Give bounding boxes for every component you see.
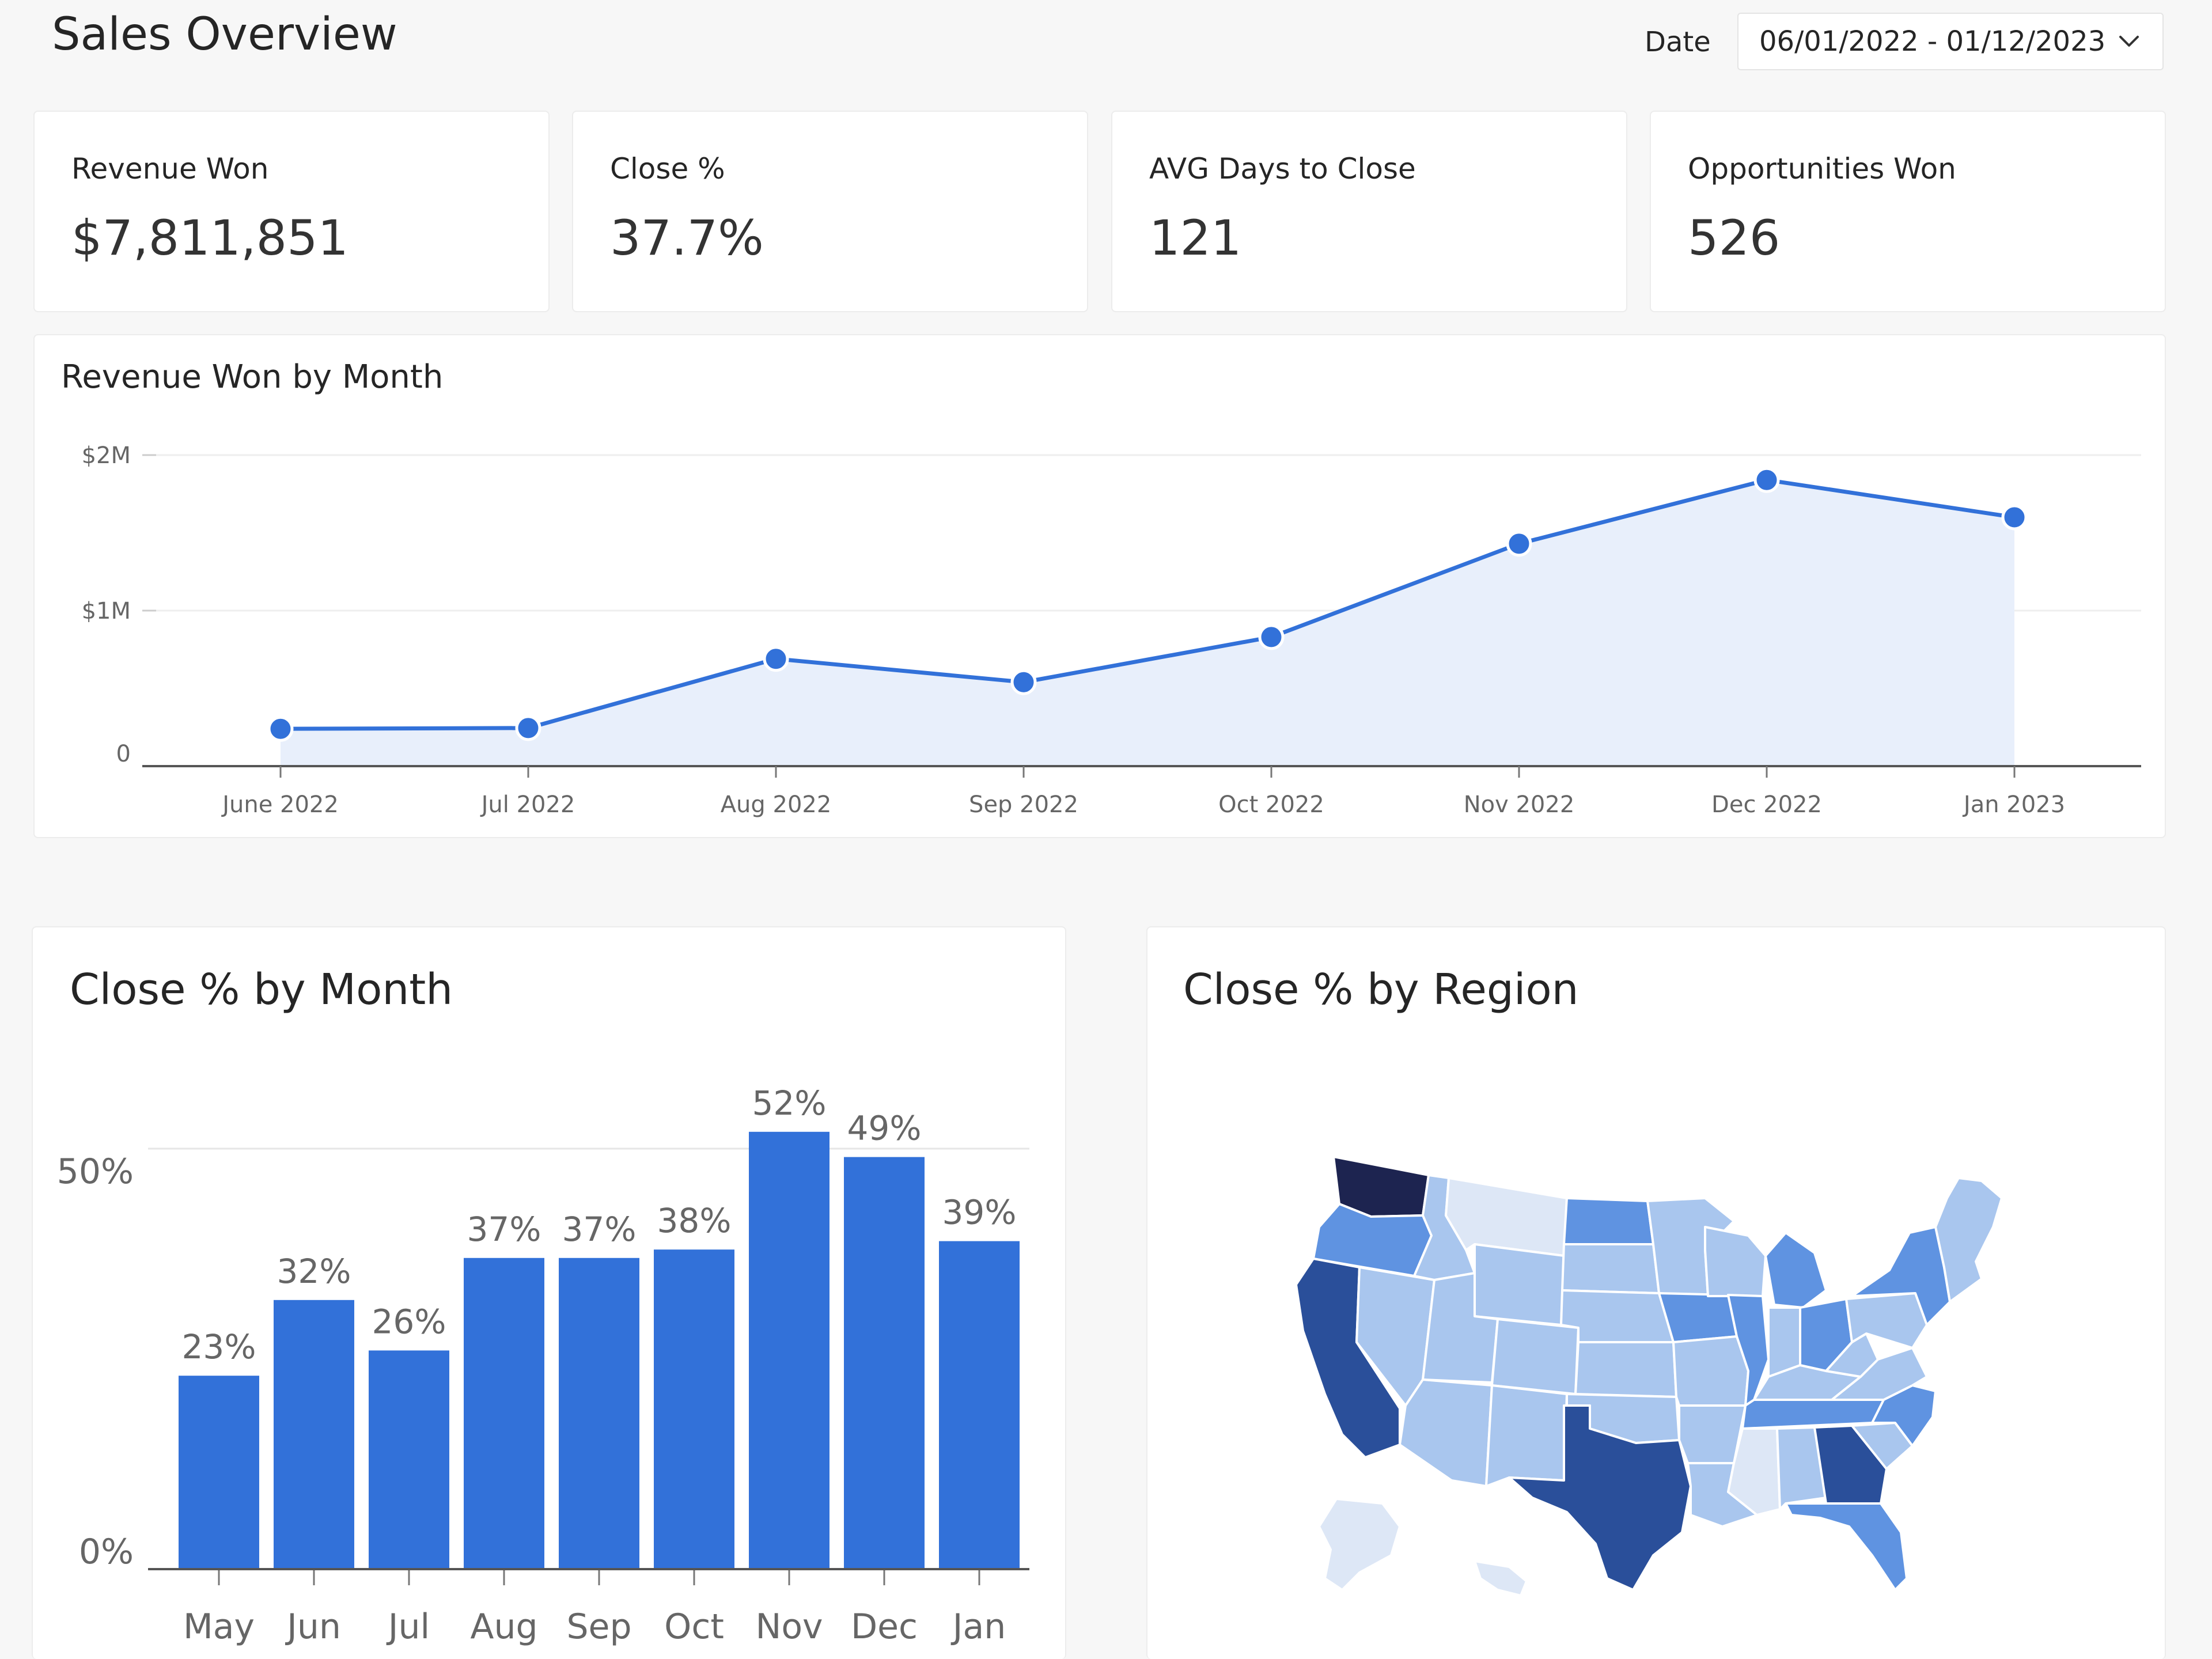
region-kansas[interactable] bbox=[1574, 1341, 1677, 1398]
close-by-month-card: Close % by Month 0% 50% 23% May 32% Jun 26% Jul… bbox=[32, 926, 1066, 1659]
bar bbox=[844, 1157, 925, 1569]
x-tick-label: Nov bbox=[755, 1607, 823, 1647]
x-tick-label: Jul 2022 bbox=[480, 791, 575, 818]
kpi-card-revenue-won: Revenue Won $7,811,851 bbox=[33, 111, 550, 312]
revenue-chart-card: Revenue Won by Month 0 $1M $2M June 2022 Jul… bbox=[33, 334, 2166, 838]
x-tick-label: Nov 2022 bbox=[1464, 791, 1575, 818]
bar bbox=[179, 1376, 259, 1569]
bar-data-label: 32% bbox=[277, 1252, 351, 1291]
x-tick-label: Jun bbox=[285, 1607, 341, 1647]
region-wyoming[interactable] bbox=[1474, 1243, 1565, 1326]
date-range-dropdown[interactable]: 06/01/2022 - 01/12/2023 bbox=[1737, 13, 2164, 70]
bar bbox=[749, 1131, 830, 1569]
kpi-card-opportunities-won: Opportunities Won 526 bbox=[1650, 111, 2166, 312]
kpi-label: Revenue Won bbox=[71, 152, 269, 185]
bar-data-label: 26% bbox=[372, 1302, 446, 1341]
data-point bbox=[2001, 504, 2028, 531]
bar-data-label: 52% bbox=[752, 1084, 827, 1123]
region-new-mexico[interactable] bbox=[1485, 1384, 1568, 1487]
region-michigan[interactable] bbox=[1764, 1232, 1827, 1309]
x-tick-label: Sep bbox=[566, 1607, 631, 1647]
region-south-dakota[interactable] bbox=[1561, 1243, 1660, 1294]
data-point bbox=[1258, 624, 1285, 650]
bar bbox=[559, 1257, 639, 1569]
bar bbox=[369, 1350, 449, 1569]
bar-data-label: 23% bbox=[182, 1327, 256, 1366]
region-north-dakota[interactable] bbox=[1563, 1197, 1654, 1245]
bar-data-label: 39% bbox=[942, 1193, 1017, 1232]
close-by-month-bar-chart: 0% 50% 23% May 32% Jun 26% Jul 37% Aug 37% Sep 38% Oc… bbox=[57, 1084, 1029, 1647]
data-point bbox=[1010, 669, 1037, 695]
region-alaska[interactable] bbox=[1318, 1498, 1401, 1591]
y-tick-label: $1M bbox=[82, 598, 131, 624]
kpi-label: Opportunities Won bbox=[1688, 152, 1956, 185]
kpi-value: 526 bbox=[1688, 210, 1781, 266]
y-tick-label: 0 bbox=[116, 741, 131, 767]
x-tick-label: Jan bbox=[950, 1607, 1006, 1647]
region-montana[interactable] bbox=[1445, 1177, 1568, 1257]
region-nebraska[interactable] bbox=[1560, 1289, 1675, 1343]
kpi-value: 121 bbox=[1149, 210, 1242, 266]
region-iowa[interactable] bbox=[1658, 1292, 1738, 1343]
revenue-chart-title: Revenue Won by Month bbox=[61, 358, 444, 396]
y-tick-label: 50% bbox=[57, 1152, 134, 1192]
x-tick-label: Oct 2022 bbox=[1218, 791, 1324, 818]
x-tick-label: June 2022 bbox=[221, 791, 339, 818]
region-new-england[interactable] bbox=[1934, 1177, 2003, 1303]
kpi-card-close-percent: Close % 37.7% bbox=[572, 111, 1088, 312]
bar bbox=[939, 1241, 1020, 1569]
region-colorado[interactable] bbox=[1491, 1318, 1580, 1395]
bar-data-label: 37% bbox=[562, 1210, 637, 1249]
region-hawaii[interactable] bbox=[1474, 1560, 1528, 1597]
bar-data-label: 38% bbox=[657, 1201, 732, 1240]
close-by-region-title: Close % by Region bbox=[1183, 965, 1579, 1014]
kpi-value: 37.7% bbox=[610, 210, 764, 266]
y-tick-label: 0% bbox=[79, 1532, 134, 1572]
x-tick-label: Aug bbox=[470, 1607, 537, 1647]
date-filter-label: Date bbox=[1645, 26, 1711, 58]
us-region-map bbox=[1295, 1156, 2003, 1597]
revenue-line-chart: 0 $1M $2M June 2022 Jul 2022 Aug 2022 Sep 2022… bbox=[82, 442, 2141, 818]
x-tick-label: Aug 2022 bbox=[721, 791, 832, 818]
revenue-line bbox=[280, 478, 2015, 731]
kpi-card-avg-days-to-close: AVG Days to Close 121 bbox=[1111, 111, 1627, 312]
x-tick-label: Jul bbox=[386, 1607, 430, 1647]
chevron-down-icon bbox=[2116, 29, 2142, 54]
revenue-area bbox=[281, 480, 2014, 766]
data-point bbox=[1506, 531, 1532, 557]
x-tick-label: Jan 2023 bbox=[1962, 791, 2065, 818]
close-by-month-title: Close % by Month bbox=[70, 965, 453, 1014]
region-missouri[interactable] bbox=[1672, 1335, 1749, 1407]
region-georgia[interactable] bbox=[1813, 1425, 1888, 1505]
data-point bbox=[763, 646, 789, 672]
bar bbox=[654, 1249, 734, 1569]
region-alabama[interactable] bbox=[1776, 1426, 1827, 1510]
bar bbox=[274, 1300, 354, 1569]
x-tick-label: Sep 2022 bbox=[969, 791, 1078, 818]
data-point bbox=[515, 715, 541, 741]
data-point bbox=[1753, 467, 1780, 493]
bar bbox=[464, 1257, 544, 1569]
region-wisconsin[interactable] bbox=[1704, 1226, 1767, 1297]
data-point bbox=[267, 715, 294, 742]
kpi-label: AVG Days to Close bbox=[1149, 152, 1416, 185]
x-tick-label: Dec 2022 bbox=[1711, 791, 1822, 818]
region-west-virginia[interactable] bbox=[1825, 1332, 1879, 1378]
x-tick-label: Oct bbox=[664, 1607, 724, 1647]
close-by-region-card: Close % by Region bbox=[1146, 926, 2166, 1659]
y-tick-label: $2M bbox=[82, 442, 131, 469]
x-tick-label: Dec bbox=[851, 1607, 918, 1647]
region-florida[interactable] bbox=[1785, 1502, 1908, 1591]
bar-data-label: 49% bbox=[847, 1109, 922, 1148]
region-texas[interactable] bbox=[1508, 1404, 1692, 1591]
date-range-value: 06/01/2022 - 01/12/2023 bbox=[1759, 25, 2106, 58]
kpi-value: $7,811,851 bbox=[71, 210, 349, 266]
bar-data-label: 37% bbox=[467, 1210, 541, 1249]
page-title: Sales Overview bbox=[52, 9, 397, 60]
kpi-label: Close % bbox=[610, 152, 725, 185]
region-arizona[interactable] bbox=[1399, 1378, 1493, 1487]
x-tick-label: May bbox=[183, 1607, 255, 1647]
